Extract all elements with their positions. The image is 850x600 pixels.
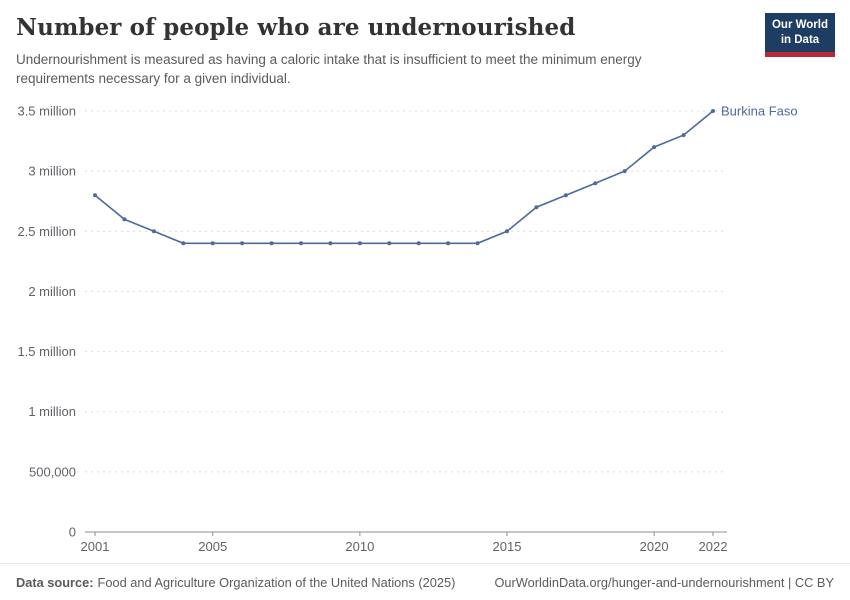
- x-axis-tick-label: 2001: [81, 539, 110, 554]
- series-line[interactable]: [94, 110, 714, 245]
- y-axis-tick-label: 2.5 million: [17, 224, 76, 239]
- datasource-text: Food and Agriculture Organization of the…: [97, 574, 456, 590]
- x-axis-tick-label: 2015: [493, 539, 522, 554]
- owid-logo[interactable]: Our World in Data: [765, 13, 835, 57]
- y-axis-tick-label: 2 million: [28, 284, 76, 299]
- data-point[interactable]: [622, 169, 627, 174]
- data-point[interactable]: [563, 193, 568, 198]
- datasource-label: Data source:: [16, 574, 94, 590]
- x-axis-tick-label: 2020: [640, 539, 669, 554]
- page-title: Number of people who are undernourished: [16, 14, 576, 41]
- data-point[interactable]: [387, 241, 392, 246]
- data-point[interactable]: [328, 241, 333, 246]
- x-axis-tick-label: 2022: [699, 539, 728, 554]
- x-axis-tick-label: 2010: [345, 539, 374, 554]
- x-axis-tick-label: 2005: [198, 539, 227, 554]
- y-axis-tick-label: 3 million: [28, 164, 76, 179]
- data-point[interactable]: [357, 241, 362, 246]
- footer-link[interactable]: OurWorldinData.org/hunger-and-undernouri…: [494, 574, 834, 590]
- data-point[interactable]: [93, 193, 97, 198]
- page-subtitle: Undernourishment is measured as having a…: [16, 51, 642, 87]
- y-axis-tick-label: 1.5 million: [17, 344, 76, 359]
- y-axis-tick-label: 0: [69, 525, 76, 540]
- y-axis-tick-label: 3.5 million: [17, 104, 76, 119]
- data-point[interactable]: [593, 181, 598, 186]
- data-point[interactable]: [299, 241, 303, 246]
- owid-logo-line2: in Data: [780, 33, 820, 46]
- series-end-label: Burkina Faso: [721, 104, 798, 119]
- y-axis-tick-label: 1 million: [28, 404, 76, 419]
- data-point[interactable]: [534, 205, 539, 210]
- data-point[interactable]: [416, 241, 421, 246]
- data-point[interactable]: [151, 229, 156, 234]
- data-point[interactable]: [240, 241, 245, 246]
- data-point[interactable]: [446, 241, 451, 246]
- y-axis-tick-label: 500,000: [29, 464, 76, 479]
- owid-logo-line1: Our World: [771, 19, 828, 31]
- data-point[interactable]: [711, 109, 715, 113]
- data-point[interactable]: [681, 133, 686, 138]
- chart-header: Number of people who are undernourished …: [16, 14, 750, 89]
- data-point[interactable]: [210, 241, 215, 246]
- datasource: Data source: Food and Agriculture Organiz…: [16, 575, 455, 590]
- data-point[interactable]: [475, 241, 480, 246]
- data-point[interactable]: [652, 145, 657, 150]
- data-point[interactable]: [181, 241, 186, 246]
- data-point[interactable]: [269, 241, 274, 246]
- chart-footer: Data source: Food and Agriculture Organiz…: [0, 563, 850, 600]
- data-point[interactable]: [122, 217, 127, 222]
- data-point[interactable]: [505, 229, 509, 234]
